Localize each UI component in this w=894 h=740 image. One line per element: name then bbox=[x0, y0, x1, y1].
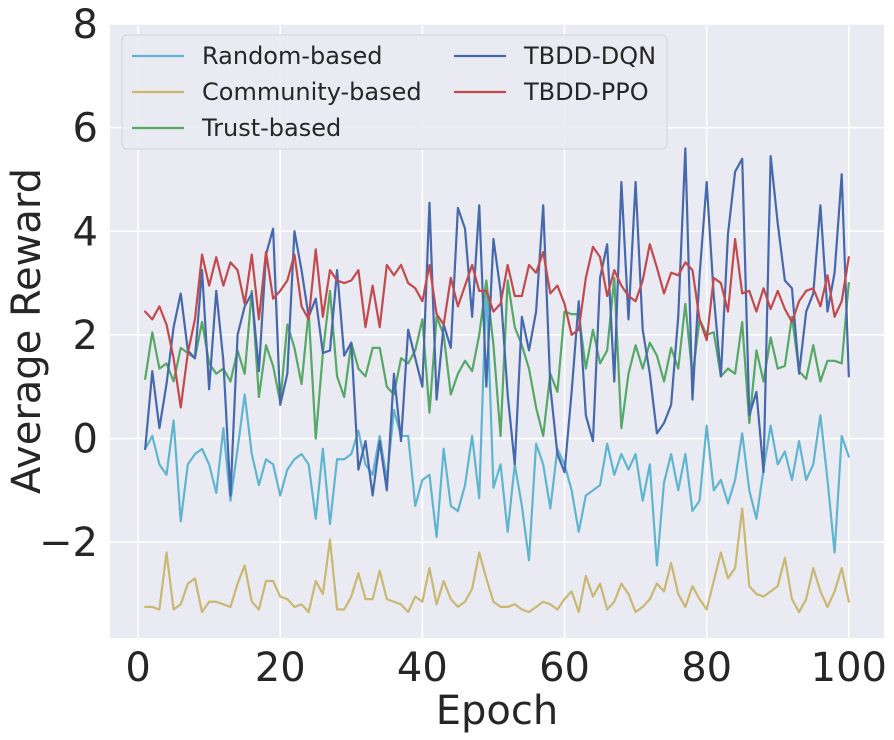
series-line-random-based bbox=[144, 281, 850, 567]
legend-item: TBDD-PPO bbox=[454, 78, 649, 106]
series-line-trust-based bbox=[144, 276, 850, 440]
legend-frame bbox=[121, 34, 668, 150]
legend-item: Random-based bbox=[132, 42, 382, 70]
x-tick-label: 20 bbox=[255, 645, 306, 691]
y-tick-labels: −2 0 2 4 6 8 bbox=[39, 2, 98, 566]
x-tick-label: 100 bbox=[811, 645, 887, 691]
y-tick-label: −2 bbox=[39, 520, 98, 566]
x-axis-title: Epoch bbox=[436, 688, 558, 734]
legend-label: TBDD-PPO bbox=[523, 78, 649, 106]
y-tick-label: 4 bbox=[73, 209, 98, 255]
legend-item: Community-based bbox=[132, 78, 422, 106]
legend-item: Trust-based bbox=[132, 114, 341, 142]
y-tick-label: 8 bbox=[73, 2, 98, 48]
series-layer bbox=[144, 147, 850, 614]
x-tick-label: 60 bbox=[539, 645, 590, 691]
y-tick-label: 6 bbox=[73, 106, 98, 152]
legend-label: Community-based bbox=[202, 78, 422, 106]
y-axis-title: Average Reward bbox=[4, 168, 50, 494]
x-tick-labels: 0 20 40 60 80 100 bbox=[125, 645, 887, 691]
legend-label: Random-based bbox=[202, 42, 382, 70]
x-tick-label: 0 bbox=[125, 645, 150, 691]
x-tick-label: 40 bbox=[397, 645, 448, 691]
x-tick-label: 80 bbox=[681, 645, 732, 691]
legend-item: TBDD-DQN bbox=[454, 42, 656, 70]
series-line-community-based bbox=[144, 507, 850, 614]
legend-label: TBDD-DQN bbox=[523, 42, 656, 70]
series-line-tbdd-dqn bbox=[144, 147, 850, 497]
y-tick-label: 2 bbox=[73, 313, 98, 359]
series-line-tbdd-ppo bbox=[144, 237, 850, 409]
legend-label: Trust-based bbox=[201, 114, 341, 142]
y-tick-label: 0 bbox=[73, 417, 98, 463]
legend: Random-based Community-based Trust-based TB… bbox=[121, 34, 668, 150]
